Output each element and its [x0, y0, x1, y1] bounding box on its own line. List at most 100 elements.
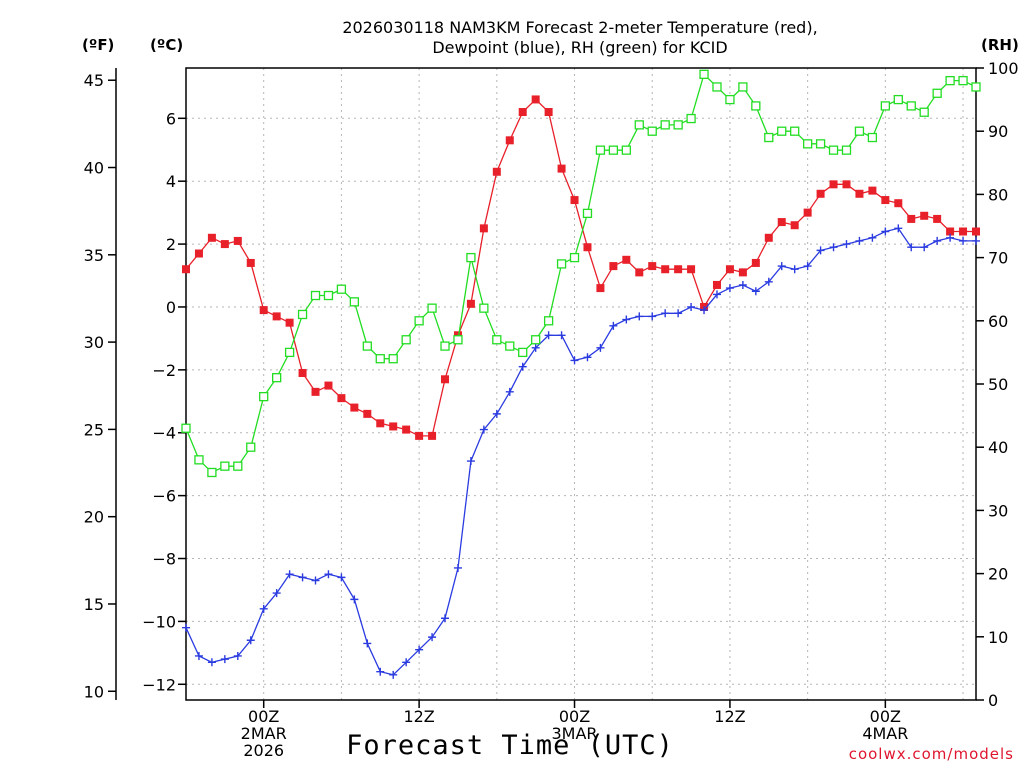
- dewpoint-point: [220, 655, 229, 664]
- rh-tick-label: 0: [988, 691, 998, 710]
- dewpoint-point: [337, 573, 346, 582]
- dewpoint-point: [207, 658, 216, 667]
- temperature-point: [829, 180, 838, 189]
- temperature-point: [246, 258, 255, 267]
- temperature-point: [479, 224, 488, 233]
- rh-point: [906, 101, 916, 111]
- dewpoint-point: [415, 645, 424, 654]
- temperature-point: [881, 196, 890, 205]
- rh-point: [712, 82, 722, 92]
- dewpoint-point: [194, 651, 203, 660]
- celsius-tick-label: 4: [166, 172, 176, 191]
- dewpoint-point: [596, 343, 605, 352]
- dewpoint-point: [272, 589, 281, 598]
- rh-point: [634, 120, 644, 130]
- rh-point: [802, 139, 813, 149]
- dewpoint-point: [492, 409, 501, 418]
- rh-point: [220, 461, 230, 471]
- dewpoint-point: [363, 639, 372, 648]
- dewpoint-point: [453, 563, 462, 572]
- dewpoint-point: [259, 604, 268, 613]
- temperature-point: [855, 189, 864, 198]
- rh-point: [828, 145, 839, 155]
- rh-point: [945, 75, 955, 86]
- dewpoint-point: [570, 356, 579, 365]
- rh-point: [349, 297, 360, 307]
- rh-point: [323, 290, 334, 301]
- rh-point: [505, 341, 515, 351]
- dewpoint-point: [700, 306, 709, 315]
- dewpoint-point: [311, 576, 320, 585]
- rh-point: [569, 252, 580, 263]
- dewpoint-point: [233, 651, 242, 660]
- rh-point: [427, 303, 437, 313]
- dewpoint-point: [648, 312, 657, 321]
- temperature-point: [350, 403, 359, 412]
- x-tick-label: 3MAR: [552, 724, 598, 743]
- rh-point: [479, 303, 489, 313]
- dewpoint-point: [881, 227, 890, 236]
- dewpoint-point: [441, 614, 450, 623]
- temperature-point: [738, 268, 747, 277]
- dewpoint-point: [868, 233, 877, 242]
- temperature-point: [842, 180, 851, 189]
- rh-point: [518, 347, 528, 358]
- rh-point: [246, 442, 256, 452]
- rh-point: [751, 101, 761, 111]
- temperature-point: [557, 164, 566, 173]
- temperature-point: [285, 318, 294, 327]
- rh-point: [854, 126, 865, 136]
- rh-point: [932, 88, 942, 98]
- rh-point: [867, 132, 878, 143]
- dewpoint-point: [389, 670, 398, 679]
- dewpoint-point: [544, 331, 553, 340]
- temperature-point: [376, 419, 385, 428]
- rh-point: [181, 423, 191, 433]
- credit-link[interactable]: coolwx.com/models: [848, 745, 1014, 763]
- dewpoint-point: [959, 236, 968, 245]
- temperature-point: [337, 394, 346, 403]
- temperature-point: [363, 409, 372, 418]
- temperature-point: [259, 306, 268, 315]
- dewpoint-point: [674, 309, 683, 318]
- rh-point: [310, 290, 321, 301]
- temperature-point: [441, 375, 450, 384]
- dewpoint-point: [518, 362, 527, 371]
- celsius-tick-label: −10: [142, 612, 176, 631]
- rh-tick-label: 70: [988, 249, 1008, 268]
- rh-tick-label: 100: [988, 59, 1019, 78]
- rh-point: [207, 467, 217, 478]
- dewpoint-point: [466, 457, 475, 466]
- data-series: [181, 69, 981, 679]
- temperature-point: [790, 221, 799, 230]
- rh-point: [699, 69, 709, 79]
- dewpoint-point: [428, 633, 437, 642]
- rh-point: [893, 94, 903, 105]
- dewpoint-point: [816, 246, 825, 255]
- temperature-point: [609, 262, 618, 271]
- x-tick-label: 12Z: [714, 707, 745, 726]
- temperature-point: [570, 196, 579, 205]
- rh-point: [777, 126, 787, 136]
- rh-point: [284, 347, 295, 358]
- temperature-point: [492, 167, 501, 176]
- rh-unit-label: (RH): [981, 36, 1019, 54]
- dewpoint-point: [479, 425, 488, 434]
- rh-point: [401, 335, 411, 345]
- rh-point: [453, 335, 463, 345]
- rh-point: [919, 107, 929, 117]
- temperature-point: [402, 425, 411, 434]
- temperature-point: [220, 240, 229, 249]
- chart-title-line-2: Dewpoint (blue), RH (green) for KCID: [432, 38, 728, 57]
- rh-point: [815, 139, 826, 149]
- celsius-tick-label: −4: [152, 424, 176, 443]
- dewpoint-point: [803, 262, 812, 271]
- fahrenheit-unit-label: (ºF): [82, 36, 115, 54]
- dewpoint-point: [712, 290, 721, 299]
- temperature-point: [531, 95, 540, 104]
- rh-point: [440, 341, 450, 351]
- rh-point: [595, 145, 606, 155]
- rh-point: [336, 284, 347, 294]
- celsius-tick-label: 2: [166, 235, 176, 254]
- temperature-point: [233, 236, 242, 245]
